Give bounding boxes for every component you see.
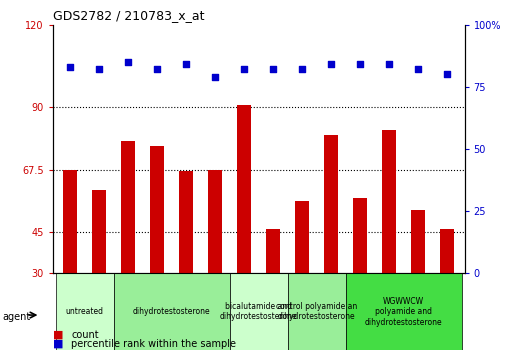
Bar: [237, 105, 251, 273]
FancyBboxPatch shape: [346, 273, 462, 350]
Text: ■: ■: [53, 339, 63, 349]
FancyBboxPatch shape: [230, 273, 288, 350]
FancyBboxPatch shape: [288, 273, 346, 350]
Point: [240, 67, 249, 72]
Bar: [266, 229, 280, 273]
Bar: [411, 210, 426, 273]
Bar: [92, 190, 107, 273]
Text: control polyamide an
dihydrotestosterone: control polyamide an dihydrotestosterone: [276, 302, 357, 321]
Text: GDS2782 / 210783_x_at: GDS2782 / 210783_x_at: [53, 9, 204, 22]
Text: bicalutamide and
dihydrotestosterone: bicalutamide and dihydrotestosterone: [220, 302, 298, 321]
Point: [327, 62, 335, 67]
Point: [298, 67, 306, 72]
Text: count: count: [71, 330, 99, 339]
Bar: [353, 199, 367, 273]
Point: [356, 62, 364, 67]
Bar: [63, 170, 78, 273]
Bar: [440, 229, 455, 273]
Point: [211, 74, 220, 80]
Point: [153, 67, 162, 72]
Bar: [295, 201, 309, 273]
Bar: [324, 135, 338, 273]
FancyBboxPatch shape: [114, 273, 230, 350]
Text: ■: ■: [53, 330, 63, 339]
Point: [443, 72, 451, 77]
Text: WGWWCW
polyamide and
dihydrotestosterone: WGWWCW polyamide and dihydrotestosterone: [365, 297, 442, 327]
Bar: [150, 146, 164, 273]
Point: [66, 64, 74, 70]
Point: [124, 59, 133, 65]
Point: [385, 62, 393, 67]
Point: [414, 67, 422, 72]
Text: percentile rank within the sample: percentile rank within the sample: [71, 339, 237, 349]
Bar: [179, 171, 193, 273]
Bar: [382, 130, 397, 273]
Bar: [208, 170, 222, 273]
Point: [269, 67, 277, 72]
Text: untreated: untreated: [65, 307, 103, 316]
Point: [95, 67, 103, 72]
Point: [182, 62, 191, 67]
Text: agent: agent: [3, 312, 31, 322]
Bar: [121, 141, 136, 273]
FancyBboxPatch shape: [55, 273, 114, 350]
Text: dihydrotestosterone: dihydrotestosterone: [133, 307, 211, 316]
